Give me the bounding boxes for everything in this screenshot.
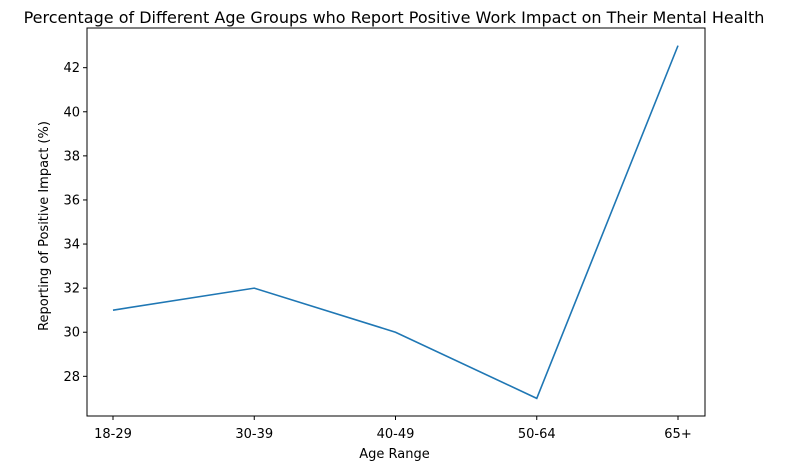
chart-title: Percentage of Different Age Groups who R…: [24, 8, 765, 27]
y-tick-label: 32: [63, 282, 80, 297]
x-tick-label: 18-29: [94, 427, 132, 442]
x-tick-label: 30-39: [235, 427, 273, 442]
x-axis-ticks: 18-29 30-39 40-49 50-64 65+: [94, 416, 692, 442]
y-tick-label: 36: [63, 193, 80, 208]
y-tick-label: 38: [63, 149, 80, 164]
plot-area-frame: [86, 27, 706, 417]
y-tick-label: 34: [63, 238, 80, 253]
y-axis-ticks: 28 30 32 34 36 38 40 42: [63, 61, 87, 385]
y-tick-label: 30: [63, 326, 80, 341]
x-tick-label: 40-49: [377, 427, 415, 442]
x-tick-label: 65+: [664, 427, 691, 442]
series-line: [112, 45, 679, 400]
y-tick-label: 28: [63, 370, 80, 385]
x-axis-label: Age Range: [359, 447, 429, 462]
y-tick-label: 42: [63, 61, 80, 76]
y-axis-label: Reporting of Positive Impact (%): [37, 121, 52, 331]
y-tick-label: 40: [63, 105, 80, 120]
x-tick-label: 50-64: [518, 427, 556, 442]
